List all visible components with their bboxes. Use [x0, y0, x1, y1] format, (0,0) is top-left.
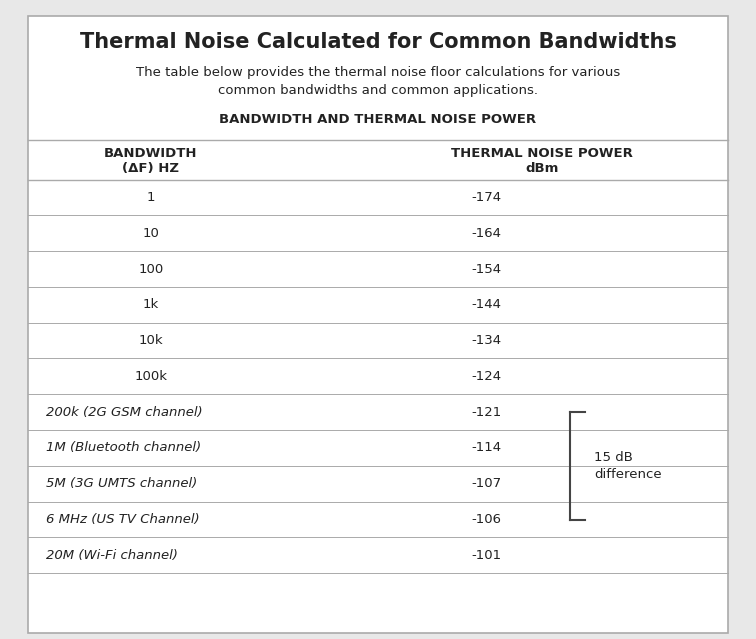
Text: -114: -114 [471, 442, 501, 454]
Text: 1: 1 [147, 191, 155, 204]
Text: (ΔF) HZ: (ΔF) HZ [122, 162, 179, 174]
Text: -101: -101 [471, 549, 501, 562]
Text: -124: -124 [471, 370, 501, 383]
Text: 20M (Wi-Fi channel): 20M (Wi-Fi channel) [46, 549, 178, 562]
Text: -134: -134 [471, 334, 501, 347]
Text: 10k: 10k [138, 334, 163, 347]
Text: 100: 100 [138, 263, 163, 275]
Text: Thermal Noise Calculated for Common Bandwidths: Thermal Noise Calculated for Common Band… [79, 31, 677, 52]
Text: -107: -107 [471, 477, 501, 490]
Text: dBm: dBm [525, 162, 559, 174]
Text: 6 MHz (US TV Channel): 6 MHz (US TV Channel) [46, 513, 200, 526]
Text: BANDWIDTH: BANDWIDTH [104, 148, 197, 160]
Text: THERMAL NOISE POWER: THERMAL NOISE POWER [451, 148, 633, 160]
Text: -154: -154 [471, 263, 501, 275]
Text: The table below provides the thermal noise floor calculations for various
common: The table below provides the thermal noi… [136, 66, 620, 97]
Text: 10: 10 [142, 227, 160, 240]
Text: -174: -174 [471, 191, 501, 204]
Text: 200k (2G GSM channel): 200k (2G GSM channel) [46, 406, 203, 419]
Text: -164: -164 [471, 227, 501, 240]
Text: -121: -121 [471, 406, 501, 419]
Text: 1M (Bluetooth channel): 1M (Bluetooth channel) [46, 442, 202, 454]
Text: 15 dB
difference: 15 dB difference [594, 451, 662, 481]
Text: -106: -106 [471, 513, 501, 526]
Text: 100k: 100k [135, 370, 167, 383]
Text: 5M (3G UMTS channel): 5M (3G UMTS channel) [46, 477, 198, 490]
Text: 1k: 1k [143, 298, 159, 311]
FancyBboxPatch shape [28, 16, 728, 633]
Text: -144: -144 [471, 298, 501, 311]
Text: BANDWIDTH AND THERMAL NOISE POWER: BANDWIDTH AND THERMAL NOISE POWER [219, 113, 537, 126]
